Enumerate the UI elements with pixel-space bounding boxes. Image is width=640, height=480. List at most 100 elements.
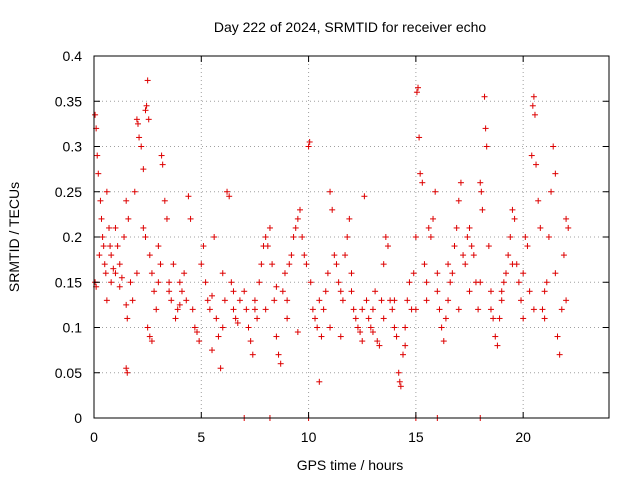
data-point	[337, 288, 344, 295]
x-tick-label: 0	[90, 429, 98, 445]
data-point	[507, 234, 514, 240]
data-point	[133, 116, 140, 123]
data-point	[442, 315, 449, 322]
data-point	[434, 270, 441, 277]
data-point	[134, 120, 141, 127]
data-point	[107, 243, 114, 250]
data-point	[176, 279, 183, 286]
data-point	[189, 306, 196, 313]
data-points	[92, 77, 572, 421]
data-point	[335, 279, 342, 286]
y-tick-label: 0.3	[63, 139, 83, 155]
data-point	[331, 252, 338, 259]
data-point	[339, 297, 346, 304]
data-point	[168, 297, 175, 304]
data-point	[500, 279, 507, 286]
data-point	[234, 319, 241, 326]
data-point	[106, 224, 113, 231]
data-point	[314, 324, 321, 331]
data-point	[166, 279, 173, 286]
data-point	[124, 315, 131, 322]
data-point	[288, 252, 295, 259]
data-point	[524, 243, 531, 250]
data-point	[498, 297, 505, 304]
data-point	[103, 297, 110, 304]
data-point	[151, 288, 158, 295]
data-point	[153, 306, 160, 313]
data-point	[324, 270, 331, 277]
data-point	[131, 188, 138, 195]
data-point	[185, 193, 192, 200]
data-point	[470, 252, 477, 259]
data-point	[369, 306, 376, 313]
data-point	[367, 324, 374, 331]
data-point	[537, 224, 544, 231]
data-point	[292, 224, 299, 231]
data-point	[412, 234, 419, 240]
data-point	[303, 261, 310, 268]
data-point	[163, 215, 170, 222]
data-point	[123, 301, 130, 308]
y-tick-label: 0.15	[55, 274, 82, 290]
data-point	[161, 197, 168, 204]
x-axis-label: GPS time / hours	[297, 457, 404, 473]
data-point	[94, 152, 101, 159]
data-point	[389, 306, 396, 313]
y-tick-label: 0.35	[55, 93, 82, 109]
data-point	[380, 261, 387, 268]
data-point	[518, 297, 525, 304]
data-point	[447, 279, 454, 286]
data-point	[170, 261, 177, 268]
data-point	[273, 283, 280, 290]
data-point	[211, 234, 218, 240]
data-point	[329, 206, 336, 213]
data-point	[419, 179, 426, 186]
data-point	[224, 188, 231, 195]
plot-border	[93, 55, 610, 419]
data-point	[382, 234, 389, 240]
data-point	[140, 224, 147, 231]
data-point	[432, 188, 439, 195]
data-point	[251, 306, 258, 313]
data-point	[249, 351, 256, 358]
data-point	[273, 333, 280, 340]
data-point	[397, 383, 404, 390]
data-point	[520, 270, 527, 277]
data-point	[129, 297, 136, 304]
data-point	[118, 274, 125, 281]
data-point	[380, 315, 387, 322]
data-point	[309, 306, 316, 313]
data-point	[503, 270, 509, 277]
data-point	[226, 193, 233, 200]
data-point	[178, 288, 185, 295]
data-point	[543, 279, 550, 286]
data-point	[108, 252, 115, 259]
data-point	[116, 261, 123, 268]
data-point	[204, 297, 211, 304]
data-point	[530, 306, 537, 313]
data-point	[127, 279, 134, 286]
data-point	[391, 324, 398, 331]
data-point	[528, 152, 535, 159]
data-point	[166, 288, 173, 295]
data-point	[350, 306, 357, 313]
data-point	[277, 360, 284, 367]
data-point	[541, 315, 548, 322]
data-point	[232, 315, 239, 322]
data-point	[445, 297, 452, 304]
data-point	[533, 161, 540, 168]
data-point	[102, 270, 109, 277]
data-point	[305, 143, 312, 150]
y-axis-label: SRMTID / TECUs	[6, 182, 22, 292]
data-point	[410, 270, 417, 277]
data-point	[404, 297, 411, 304]
data-point	[312, 315, 319, 322]
data-point	[376, 342, 383, 349]
data-point	[146, 252, 153, 259]
y-tick-label: 0.4	[63, 48, 83, 64]
data-point	[327, 324, 334, 331]
data-point	[509, 206, 516, 213]
grid	[94, 56, 609, 418]
data-point	[427, 234, 434, 240]
